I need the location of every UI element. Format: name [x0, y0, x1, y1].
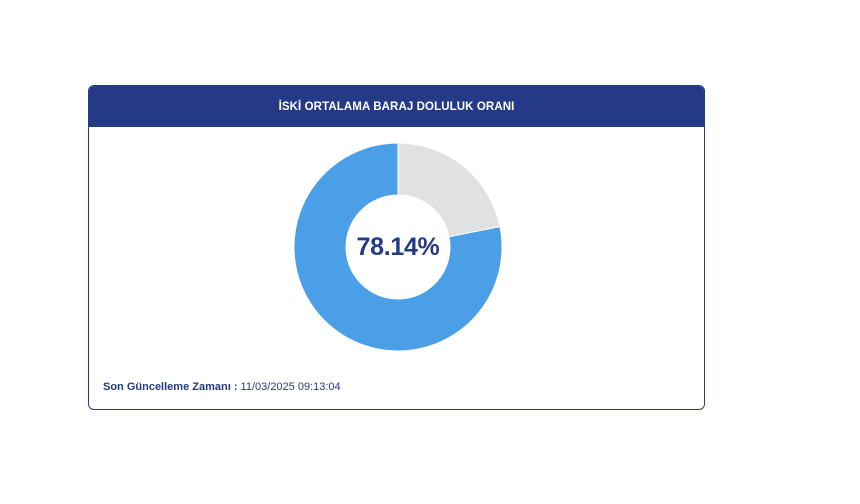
donut-chart-svg [293, 142, 503, 352]
donut-slice-filled [293, 142, 503, 352]
donut-slice-empty [397, 142, 501, 238]
card-title: İSKİ ORTALAMA BARAJ DOLULUK ORANI [89, 86, 704, 127]
donut-chart: 78.14% [292, 141, 504, 353]
last-update-label: Son Güncelleme Zamanı : [103, 381, 238, 393]
dam-occupancy-card: İSKİ ORTALAMA BARAJ DOLULUK ORANI 78.14%… [88, 85, 705, 410]
last-update-value: 11/03/2025 09:13:04 [240, 381, 341, 393]
occupancy-percent: 78.14% [356, 232, 440, 261]
last-update: Son Güncelleme Zamanı : 11/03/2025 09:13… [103, 381, 341, 393]
